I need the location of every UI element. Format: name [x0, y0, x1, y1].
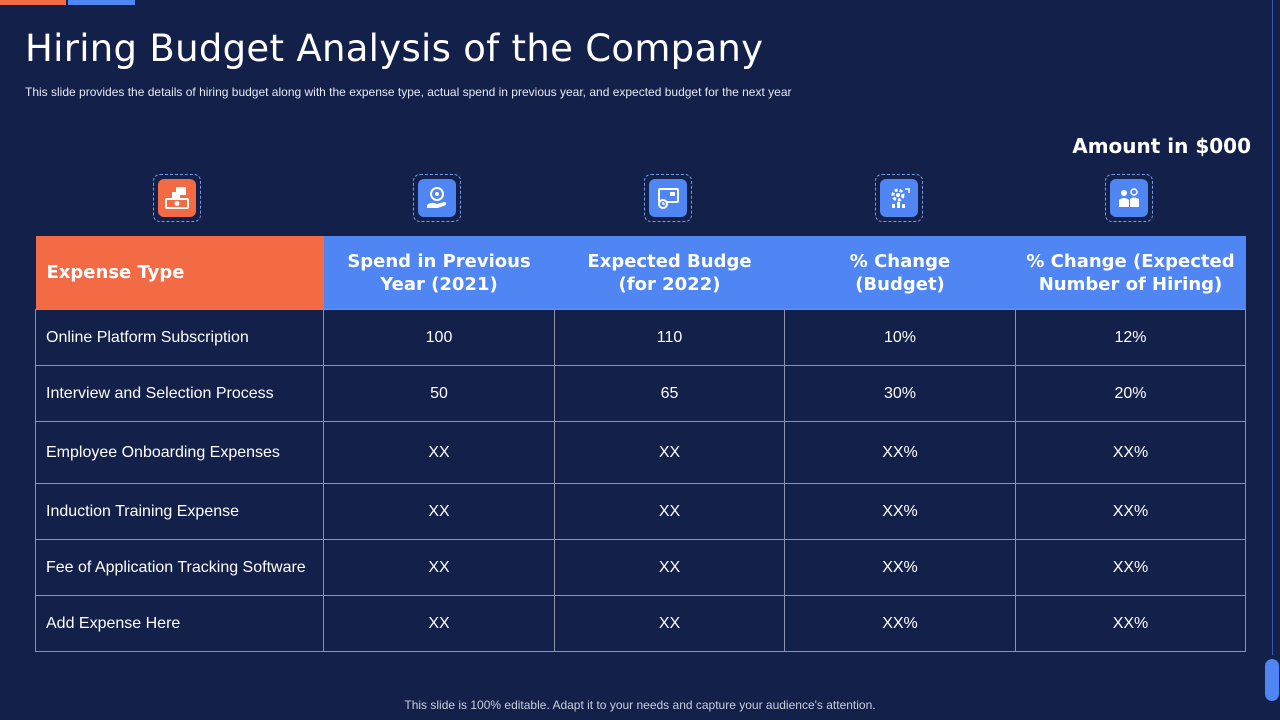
scroll-track[interactable] — [1272, 0, 1273, 655]
top-accent-blue — [68, 0, 135, 5]
cell-change-budget: XX% — [784, 421, 1016, 484]
change-hiring-icon-frame — [1105, 174, 1153, 222]
cell-spend: XX — [323, 539, 555, 596]
header-expected-budget: Expected Budge (for 2022) — [554, 236, 785, 310]
cell-expense-type: Add Expense Here — [35, 595, 324, 652]
footer-note: This slide is 100% editable. Adapt it to… — [404, 698, 876, 712]
hiring-budget-table: Expense Type Spend in Previous Year (2021… — [35, 236, 1246, 652]
cell-expense-type: Interview and Selection Process — [35, 365, 324, 422]
cell-change-hiring: XX% — [1015, 595, 1246, 652]
cell-change-budget: 30% — [784, 365, 1016, 422]
cell-budget: 110 — [554, 309, 785, 366]
cell-change-hiring: XX% — [1015, 421, 1246, 484]
header-change-budget: % Change (Budget) — [784, 236, 1016, 310]
cell-change-budget: XX% — [784, 539, 1016, 596]
table-row: Interview and Selection Process 50 65 30… — [35, 365, 1246, 422]
cell-expense-type: Fee of Application Tracking Software — [35, 539, 324, 596]
cell-budget: 65 — [554, 365, 785, 422]
cell-change-hiring: 20% — [1015, 365, 1246, 422]
cell-budget: XX — [554, 483, 785, 540]
cell-spend: XX — [323, 421, 555, 484]
cell-change-budget: XX% — [784, 483, 1016, 540]
table-row: Online Platform Subscription 100 110 10%… — [35, 309, 1246, 366]
header-change-hiring: % Change (Expected Number of Hiring) — [1015, 236, 1246, 310]
cell-expense-type: Induction Training Expense — [35, 483, 324, 540]
top-accent-orange — [0, 0, 66, 5]
cell-expense-type: Employee Onboarding Expenses — [35, 421, 324, 484]
table-row: Employee Onboarding Expenses XX XX XX% X… — [35, 421, 1246, 484]
change-budget-icon-frame — [875, 174, 923, 222]
cell-expense-type: Online Platform Subscription — [35, 309, 324, 366]
cell-change-hiring: XX% — [1015, 483, 1246, 540]
header-spend-previous: Spend in Previous Year (2021) — [323, 236, 555, 310]
header-expense-type: Expense Type — [35, 236, 324, 310]
cell-change-budget: XX% — [784, 595, 1016, 652]
expense-type-icon-frame — [153, 174, 201, 222]
cell-spend: 50 — [323, 365, 555, 422]
cell-budget: XX — [554, 539, 785, 596]
cell-change-hiring: 12% — [1015, 309, 1246, 366]
gear-growth-icon — [880, 179, 918, 217]
budget-icon-frame — [644, 174, 692, 222]
slide-subtitle: This slide provides the details of hirin… — [25, 85, 792, 99]
scroll-thumb[interactable] — [1265, 659, 1279, 701]
table-row: Induction Training Expense XX XX XX% XX% — [35, 483, 1246, 540]
people-icon — [1110, 179, 1148, 217]
cell-budget: XX — [554, 595, 785, 652]
cell-spend: XX — [323, 483, 555, 540]
cell-spend: XX — [323, 595, 555, 652]
table-row: Add Expense Here XX XX XX% XX% — [35, 595, 1246, 652]
cell-change-hiring: XX% — [1015, 539, 1246, 596]
amount-note: Amount in $000 — [1072, 134, 1251, 158]
cell-budget: XX — [554, 421, 785, 484]
cell-change-budget: 10% — [784, 309, 1016, 366]
coin-hand-icon — [418, 179, 456, 217]
cell-spend: 100 — [323, 309, 555, 366]
money-icon — [158, 179, 196, 217]
table-row: Fee of Application Tracking Software XX … — [35, 539, 1246, 596]
monitor-budget-icon — [649, 179, 687, 217]
spend-icon-frame — [413, 174, 461, 222]
slide-title: Hiring Budget Analysis of the Company — [25, 27, 764, 70]
table-header-row: Expense Type Spend in Previous Year (2021… — [35, 236, 1246, 310]
